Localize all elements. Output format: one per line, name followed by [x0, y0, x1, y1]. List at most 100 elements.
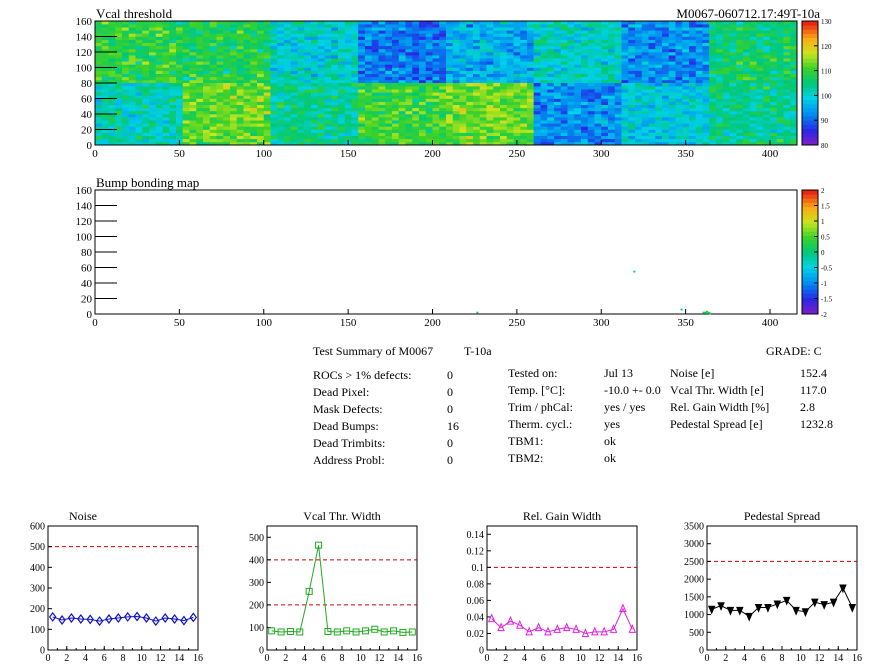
roc-pixel [621, 92, 629, 96]
roc-pixel [594, 79, 602, 84]
roc-pixel [621, 117, 629, 121]
roc-pixel [263, 104, 271, 109]
roc-pixel [371, 138, 379, 143]
roc-pixel [486, 141, 494, 146]
roc-pixel [351, 104, 359, 109]
roc-pixel [716, 67, 724, 71]
roc-pixel [722, 132, 730, 136]
roc-pixel [446, 129, 454, 133]
roc-pixel [506, 114, 514, 118]
roc-pixel [338, 141, 346, 146]
noise-point [152, 616, 160, 627]
roc-pixel [115, 86, 123, 90]
colorbar-step [802, 264, 818, 270]
roc-pixel [149, 45, 157, 50]
roc-pixel [682, 39, 690, 43]
roc-pixel [689, 48, 697, 53]
roc-pixel [486, 126, 494, 130]
roc-pixel [466, 141, 474, 146]
roc-pixel [675, 126, 683, 130]
roc-pixel [230, 95, 238, 99]
roc-pixel [324, 135, 332, 140]
roc-pixel [317, 21, 325, 25]
roc-pixel [749, 39, 757, 43]
roc-pixel [574, 101, 582, 105]
roc-pixel [297, 110, 305, 115]
roc-pixel [527, 39, 535, 43]
roc-pixel [594, 107, 602, 112]
roc-pixel [196, 104, 204, 109]
roc-pixel [108, 104, 116, 109]
roc-pixel [250, 27, 258, 31]
roc-pixel [614, 101, 622, 105]
roc-pixel [176, 86, 184, 90]
roc-pixel [263, 70, 271, 74]
roc-pixel [304, 76, 312, 81]
roc-pixel [473, 67, 481, 71]
roc-pixel [405, 27, 413, 31]
roc-pixel [695, 83, 703, 87]
roc-pixel [567, 110, 575, 115]
roc-pixel [223, 42, 231, 47]
roc-pixel [621, 24, 629, 28]
roc-pixel [297, 101, 305, 105]
roc-pixel [783, 114, 791, 118]
roc-pixel [628, 61, 636, 65]
roc-pixel [614, 132, 622, 136]
roc-pixel [682, 42, 690, 47]
roc-pixel [560, 120, 568, 124]
roc-pixel [473, 117, 481, 121]
roc-pixel [169, 120, 177, 124]
roc-pixel [540, 104, 548, 109]
roc-pixel [142, 64, 150, 68]
roc-pixel [473, 30, 481, 34]
roc-pixel [716, 132, 724, 136]
roc-pixel [297, 24, 305, 28]
roc-pixel [614, 45, 622, 50]
roc-pixel [398, 21, 406, 25]
roc-pixel [520, 98, 528, 102]
roc-pixel [668, 123, 676, 127]
roc-pixel [628, 98, 636, 102]
roc-pixel [311, 107, 319, 112]
roc-pixel [743, 89, 751, 93]
y-tick-label: 500 [30, 542, 45, 553]
roc-pixel [385, 104, 393, 109]
roc-pixel [493, 101, 501, 105]
roc-pixel [641, 48, 649, 53]
roc-pixel [790, 52, 798, 56]
roc-pixel [641, 86, 649, 90]
roc-pixel [344, 86, 352, 90]
roc-pixel [189, 135, 197, 140]
roc-pixel [331, 64, 339, 68]
roc-pixel [446, 21, 454, 25]
roc-pixel [169, 33, 177, 37]
roc-pixel [648, 98, 656, 102]
roc-pixel [533, 33, 541, 37]
roc-pixel [459, 64, 467, 68]
roc-pixel [331, 45, 339, 50]
roc-pixel [722, 141, 730, 146]
roc-pixel [756, 67, 764, 71]
roc-pixel [392, 39, 400, 43]
roc-pixel [540, 64, 548, 68]
roc-pixel [108, 79, 116, 84]
roc-pixel [412, 89, 420, 93]
roc-pixel [776, 42, 784, 47]
roc-pixel [209, 141, 217, 146]
roc-pixel [533, 120, 541, 124]
roc-pixel [351, 33, 359, 37]
colorbar-step [802, 116, 818, 121]
roc-pixel [675, 141, 683, 146]
roc-pixel [668, 42, 676, 47]
roc-pixel [115, 30, 123, 34]
roc-pixel [749, 104, 757, 109]
roc-pixel [709, 95, 717, 99]
roc-pixel [608, 55, 616, 59]
roc-pixel [331, 70, 339, 74]
roc-pixel [547, 76, 555, 81]
roc-pixel [358, 61, 366, 65]
roc-pixel [95, 55, 103, 59]
roc-pixel [500, 120, 508, 124]
roc-pixel [668, 141, 676, 146]
